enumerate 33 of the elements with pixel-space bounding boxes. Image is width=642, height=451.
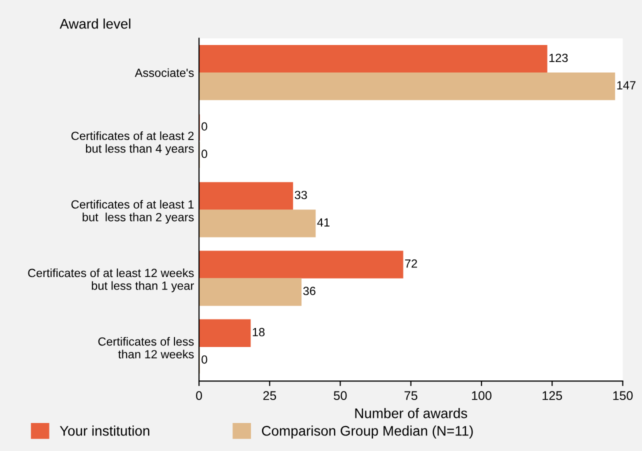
- x-tick-label: 150: [613, 391, 633, 400]
- y-axis-title: Award level: [60, 18, 130, 29]
- y-tick-label: Certificates of less than 12 weeks: [98, 337, 194, 358]
- data-label: 123: [549, 54, 568, 62]
- bar: [199, 278, 302, 306]
- bar: [199, 210, 316, 238]
- legend-label: Comparison Group Median (N=11): [262, 426, 473, 438]
- data-label: 0: [202, 122, 208, 131]
- data-label: 33: [294, 190, 307, 200]
- bar: [199, 182, 294, 210]
- x-tick-label: 100: [472, 391, 492, 400]
- data-label: 0: [202, 355, 208, 364]
- data-label: 147: [617, 81, 636, 90]
- bar: [199, 45, 548, 73]
- bar: [199, 319, 251, 347]
- x-tick-label: 50: [334, 391, 347, 400]
- x-tick-label: 125: [542, 391, 562, 400]
- y-tick-label: Certificates of at least 1 but less than 2 years: [71, 200, 194, 224]
- data-label: 72: [405, 259, 418, 268]
- legend-label: Your institution: [60, 426, 150, 436]
- bar: [199, 250, 404, 278]
- x-tick-label: 75: [404, 391, 418, 400]
- data-label: 41: [317, 218, 330, 226]
- x-tick-label: 0: [196, 391, 202, 400]
- bar: [199, 72, 616, 100]
- data-label: 36: [303, 286, 316, 296]
- data-label: 0: [202, 150, 208, 158]
- y-tick-label: Certificates of at least 2 but less than 4 years: [71, 131, 194, 156]
- y-tick-label: Certificates of at least 12 weeks but less than 1 year: [28, 268, 194, 292]
- data-label: 18: [252, 328, 265, 336]
- x-axis-title: Number of awards: [355, 408, 468, 418]
- y-tick-label: Associate's: [134, 68, 194, 78]
- x-tick-label: 25: [263, 391, 276, 400]
